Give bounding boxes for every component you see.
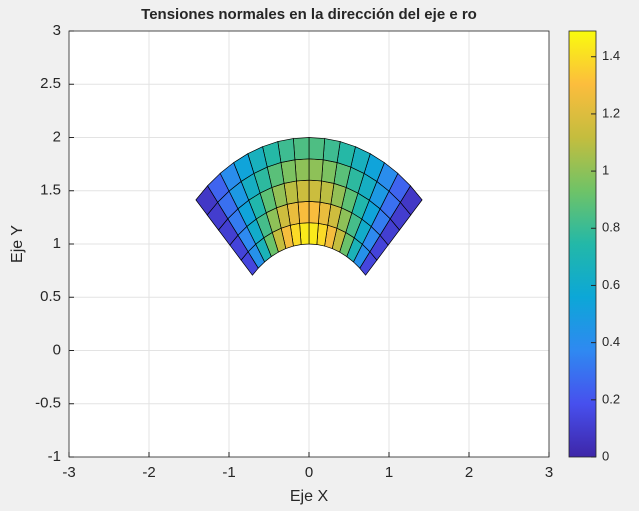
y-tick-label: 1.5 [40,182,61,199]
colorbar-ticks: 0 0.2 0.4 0.6 0.8 1 1.2 1.4 [591,48,620,463]
x-tick-label: -1 [222,464,235,481]
colorbar-tick-label: 1.2 [602,105,620,120]
mesh-cell [322,138,341,163]
colorbar-tick-label: 0 [602,448,609,463]
colorbar-tick-label: 0.6 [602,277,620,292]
chart-title: Tensiones normales en la dirección del e… [141,6,477,23]
mesh-cell [308,222,319,245]
y-tick-label: 0 [53,341,61,358]
x-tick-label: 1 [385,464,393,481]
y-tick-label: -1 [48,448,61,465]
y-tick-label: 3 [53,22,61,39]
mesh-cell [308,137,326,161]
x-tick-label: 3 [545,464,553,481]
colorbar-tick-label: 1 [602,163,609,178]
mesh-cell [308,179,322,203]
ticks: -3 -2 -1 0 1 2 3 -1 -0.5 0 0.5 1 1.5 2 2.5 3 [35,22,553,481]
colorbar-tick-label: 0.4 [602,334,620,349]
x-axis-label: Eje X [290,488,329,505]
mesh-cell [294,158,310,182]
colorbar-tick-label: 0.2 [602,391,620,406]
colorbar-tick-label: 1.4 [602,48,620,63]
mesh-cell [296,179,310,203]
colorbar [568,30,597,458]
mesh [195,137,423,276]
colorbar-tick-label: 0.8 [602,220,620,235]
y-tick-label: 1 [53,235,61,252]
mesh-cell [308,201,321,224]
x-tick-label: -3 [62,464,75,481]
x-tick-label: -2 [142,464,155,481]
y-tick-label: -0.5 [35,395,61,412]
mesh-cell [292,137,310,161]
y-tick-label: 2 [53,128,61,145]
mesh-cell [195,185,219,216]
mesh-cell [308,158,324,182]
y-axis-label: Eje Y [9,225,26,263]
mesh-cell [321,159,338,184]
x-tick-label: 0 [305,464,313,481]
y-tick-label: 2.5 [40,75,61,92]
x-tick-label: 2 [465,464,473,481]
y-tick-label: 0.5 [40,288,61,305]
